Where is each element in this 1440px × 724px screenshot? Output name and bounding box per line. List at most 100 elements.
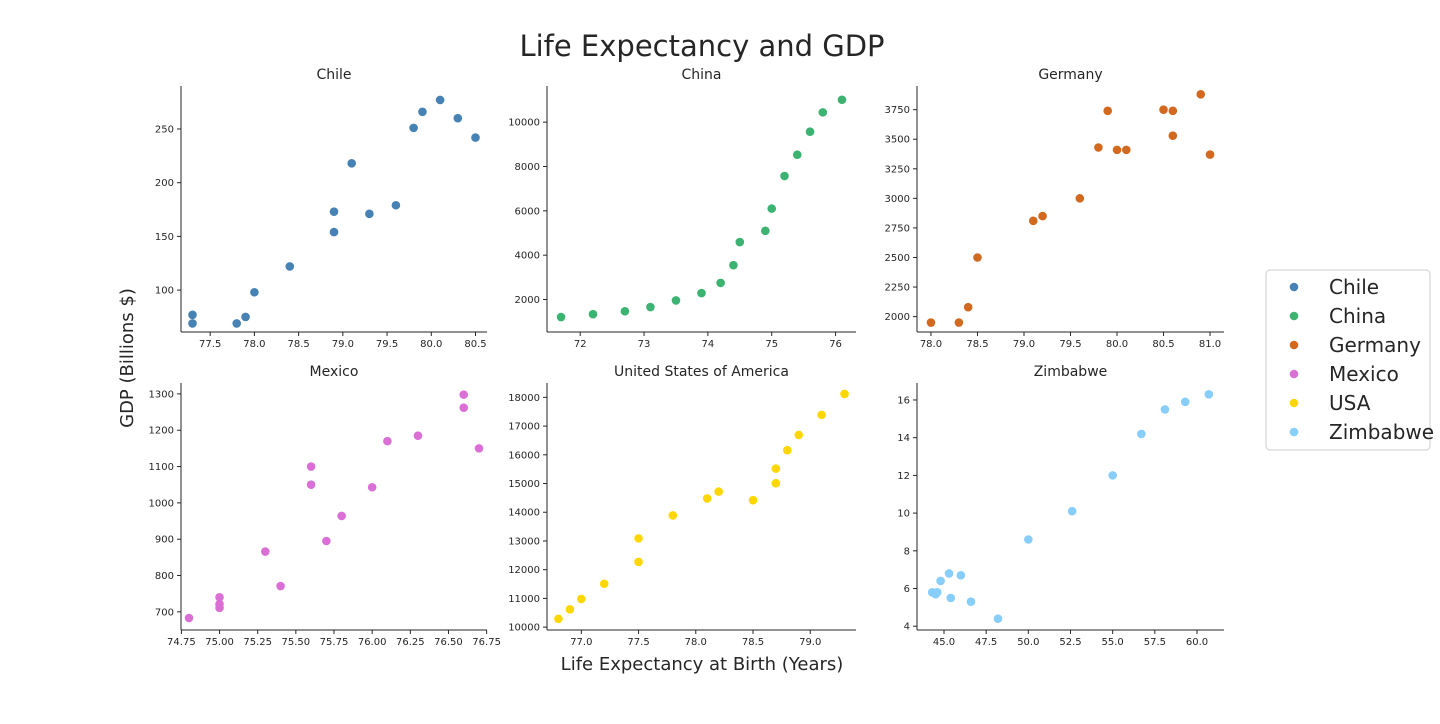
x-tick-label: 50.0 (1017, 637, 1039, 648)
y-tick-label: 2000 (885, 312, 910, 323)
y-tick-label: 6 (904, 584, 910, 595)
data-point (1122, 145, 1131, 155)
x-tick-label: 80.5 (464, 339, 486, 350)
data-point (261, 547, 270, 556)
data-point (646, 302, 655, 312)
y-tick-label: 700 (155, 607, 174, 618)
data-point (215, 599, 224, 609)
panels-group: Chile 77.5 78.0 78.5 79.0 79.5 80.0 80.5 100 150 2… (149, 67, 1224, 648)
data-point (634, 557, 643, 567)
panel-title: Zimbabwe (1034, 364, 1108, 380)
data-point (474, 444, 484, 453)
data-point (702, 494, 712, 503)
x-tick-label: 77.5 (199, 339, 221, 350)
legend-marker (1289, 340, 1299, 350)
x-tick-label: 78.0 (243, 339, 265, 350)
y-tick-label: 12000 (508, 565, 540, 576)
data-point (1137, 429, 1146, 439)
y-tick-label: 10000 (508, 623, 540, 634)
legend-label: China (1329, 304, 1386, 328)
data-point (232, 319, 242, 328)
data-point (993, 614, 1003, 623)
data-point (565, 605, 575, 614)
x-tick-label: 74.75 (167, 637, 196, 648)
legend-label: Mexico (1329, 362, 1399, 386)
data-point (1067, 506, 1077, 516)
y-tick-label: 2250 (885, 283, 910, 294)
panel-5: United States of America 77.0 77.5 78.0 78.5… (508, 364, 856, 648)
x-tick-label: 78.0 (685, 637, 707, 648)
data-point (365, 209, 374, 219)
data-point (817, 410, 826, 420)
y-tick-label: 1000 (149, 498, 174, 509)
panel-1: Chile 77.5 78.0 78.5 79.0 79.5 80.0 80.5 100 150 2… (155, 67, 487, 350)
y-tick-label: 14 (897, 433, 910, 444)
x-tick-label: 79.5 (1059, 339, 1081, 350)
data-point (1168, 131, 1178, 140)
data-point (250, 287, 259, 297)
data-point (306, 480, 316, 490)
data-point (956, 571, 966, 580)
x-tick-label: 80.0 (1106, 339, 1128, 350)
x-tick-label: 55.0 (1102, 637, 1124, 648)
data-point (716, 278, 725, 288)
data-point (241, 312, 250, 322)
y-tick-label: 11000 (508, 594, 540, 605)
x-tick-label: 78.5 (287, 339, 309, 350)
y-tick-label: 1100 (149, 462, 174, 473)
x-tick-label: 57.5 (1144, 637, 1166, 648)
data-point (837, 95, 847, 105)
x-tick-label: 77.0 (570, 637, 592, 648)
x-tick-label: 79.0 (1013, 339, 1035, 350)
legend-marker (1289, 369, 1299, 379)
legend-label: USA (1329, 391, 1371, 415)
panel-title: Germany (1038, 67, 1102, 83)
data-point (413, 431, 423, 440)
legend-label: Chile (1329, 275, 1379, 299)
data-point (936, 576, 945, 586)
x-tick-label: 78.0 (920, 339, 942, 350)
y-tick-label: 8000 (515, 162, 540, 173)
data-point (748, 495, 758, 505)
y-tick-label: 1200 (149, 426, 174, 437)
data-point (276, 581, 285, 591)
data-point (367, 482, 377, 492)
x-tick-label: 79.0 (332, 339, 354, 350)
data-point (409, 123, 418, 133)
x-tick-label: 78.5 (742, 637, 764, 648)
legend-marker (1289, 398, 1299, 408)
data-point (729, 260, 738, 270)
x-tick-label: 80.0 (420, 339, 442, 350)
x-tick-label: 79.0 (799, 637, 821, 648)
y-tick-label: 17000 (508, 422, 540, 433)
y-tick-label: 4000 (515, 251, 540, 262)
data-point (556, 312, 566, 322)
y-tick-label: 13000 (508, 536, 540, 547)
data-point (761, 226, 770, 236)
y-tick-label: 900 (155, 535, 174, 546)
data-point (697, 288, 706, 298)
x-tick-label: 75.25 (243, 637, 272, 648)
x-tick-label: 45.0 (933, 637, 955, 648)
y-tick-label: 2750 (885, 223, 910, 234)
data-point (963, 302, 973, 312)
panel-2: China 72 73 74 75 76 2000 4000 6000 8000 10000 (508, 67, 856, 350)
x-tick-label: 75.50 (282, 637, 311, 648)
x-tick-label: 75 (765, 339, 778, 350)
y-tick-label: 2500 (885, 253, 910, 264)
y-tick-label: 14000 (508, 508, 540, 519)
data-point (188, 310, 197, 320)
data-point (668, 511, 678, 520)
data-point (306, 462, 316, 471)
legend-marker (1289, 282, 1299, 292)
data-point (767, 204, 777, 213)
panel-4: Mexico 74.75 75.00 75.25 75.50 75.75 76.00 76.2… (149, 364, 501, 648)
data-point (1204, 390, 1214, 399)
x-tick-label: 77.5 (627, 637, 649, 648)
data-point (794, 430, 804, 440)
data-point (946, 593, 956, 603)
y-tick-label: 800 (155, 571, 174, 582)
data-point (285, 262, 295, 271)
